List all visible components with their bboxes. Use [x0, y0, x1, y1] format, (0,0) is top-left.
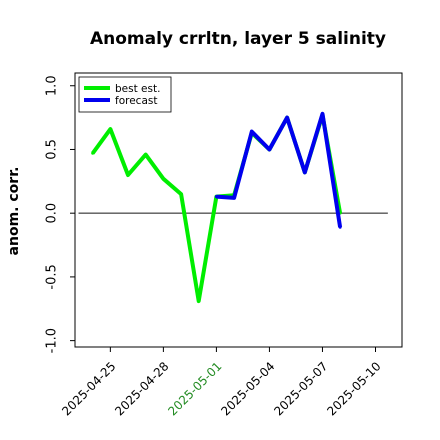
data-point-forecast	[338, 225, 342, 229]
x-tick-label: 2025-05-07	[271, 359, 330, 418]
y-axis-label: anom. corr.	[6, 167, 22, 256]
data-point-forecast	[285, 116, 289, 120]
data-point-best-estimate	[108, 127, 112, 131]
x-tick-label: 2025-05-04	[218, 359, 277, 418]
legend-label: forecast	[115, 95, 157, 107]
plot-frame	[74, 72, 403, 348]
legend: best est.forecast	[78, 76, 172, 113]
data-point-forecast	[320, 112, 324, 116]
data-point-forecast	[303, 170, 307, 174]
series-line-forecast	[216, 111, 343, 228]
data-point-best-estimate	[179, 192, 183, 196]
x-tick-label: 2025-04-28	[112, 359, 171, 418]
data-point-forecast	[232, 196, 236, 200]
plot-layer	[78, 111, 388, 304]
y-tick-label: -1.0	[45, 328, 60, 353]
y-tick-label: -0.5	[45, 264, 60, 289]
series-line-best-estimate	[91, 113, 343, 304]
data-point-best-estimate	[91, 151, 95, 155]
y-tick-label: 1.0	[45, 75, 60, 96]
x-tick-label: 2025-04-25	[59, 359, 118, 418]
data-point-best-estimate	[197, 299, 201, 303]
chart-title: Anomaly crrltn, layer 5 salinity	[90, 29, 386, 49]
legend-box	[78, 76, 172, 113]
data-point-forecast	[250, 130, 254, 134]
data-point-best-estimate	[144, 153, 148, 157]
legend-label: best est.	[115, 83, 160, 95]
data-point-forecast	[214, 195, 218, 199]
data-point-forecast	[267, 147, 271, 151]
data-point-best-estimate	[161, 177, 165, 181]
data-point-best-estimate	[126, 173, 130, 177]
y-tick-label: 0.5	[45, 139, 60, 160]
x-tick-label: 2025-05-01	[165, 359, 224, 418]
y-tick-label: 0.0	[45, 203, 60, 224]
x-tick-label: 2025-05-10	[324, 359, 383, 418]
